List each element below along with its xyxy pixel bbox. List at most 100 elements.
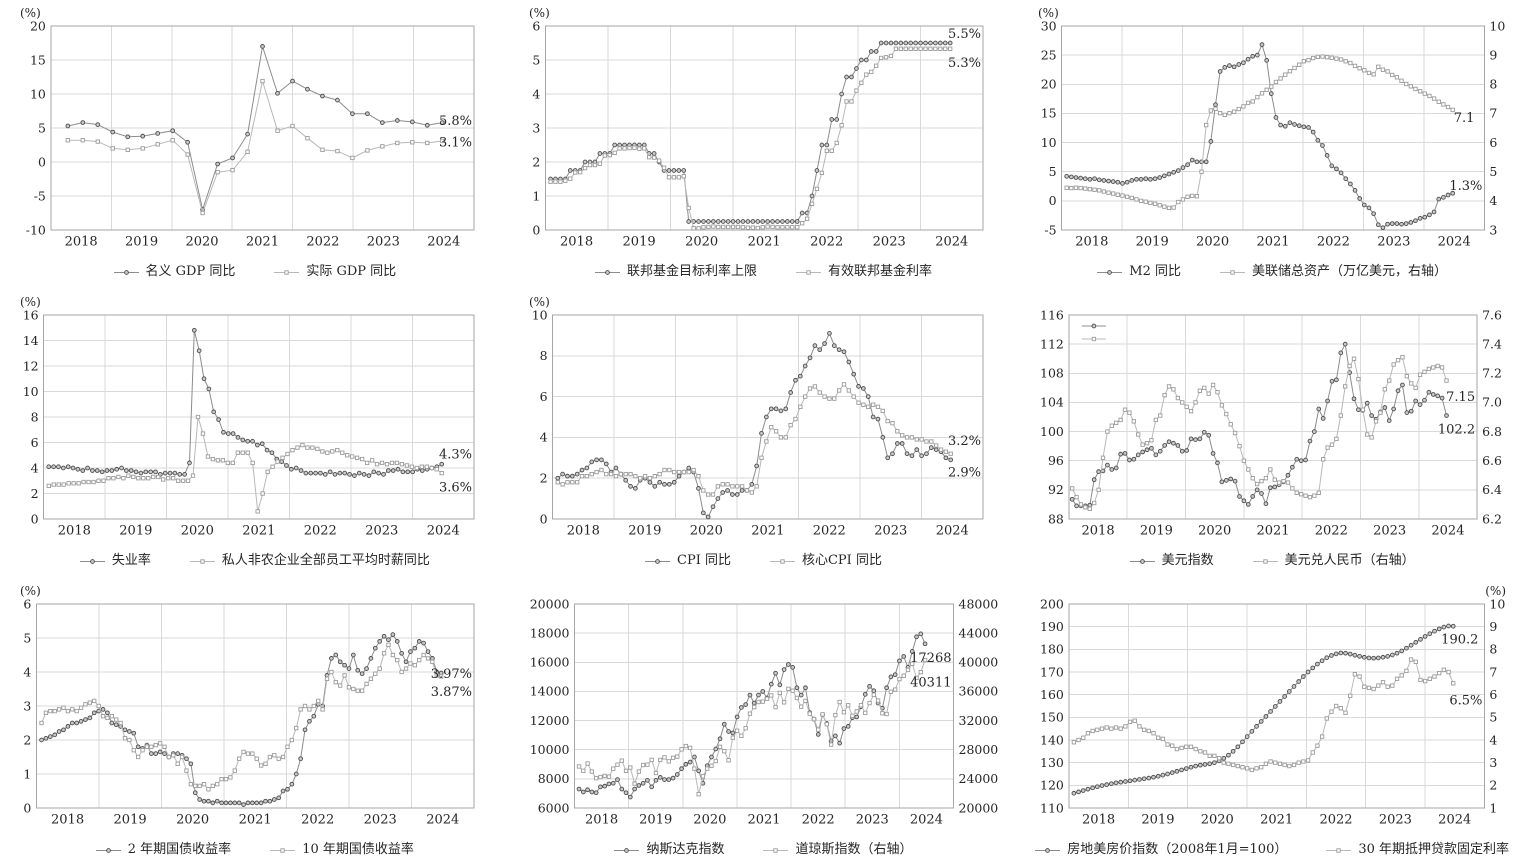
plot-border (43, 314, 475, 520)
svg-text:2019: 2019 (628, 524, 661, 539)
data-point-square (1404, 374, 1409, 379)
data-point-circle (1068, 174, 1074, 180)
data-point-square (716, 224, 721, 230)
data-point-square (1254, 94, 1260, 100)
data-point-square (1109, 423, 1114, 428)
data-point-circle (70, 465, 76, 471)
data-point-circle (861, 386, 866, 391)
data-point-circle (599, 457, 604, 463)
data-point-square (86, 479, 92, 485)
data-point-circle (1352, 188, 1358, 193)
svg-text:8: 8 (31, 409, 39, 424)
data-point-circle (743, 702, 748, 707)
data-point-square (1165, 742, 1170, 747)
svg-text:4: 4 (532, 86, 540, 101)
data-point-circle (1343, 176, 1348, 182)
data-point-square (1175, 199, 1181, 205)
data-point-circle (705, 514, 711, 520)
series-end-annotation: 190.2 (1441, 632, 1478, 647)
data-point-circle (647, 479, 653, 485)
data-point-circle (1108, 781, 1114, 787)
data-point-circle (320, 93, 326, 99)
data-point-circle (657, 479, 662, 485)
data-point-square (686, 205, 691, 211)
data-point-circle (216, 417, 222, 422)
svg-text:16: 16 (23, 307, 39, 322)
data-point-square (1240, 104, 1246, 109)
data-point-circle (1188, 764, 1193, 770)
data-point-square (175, 761, 181, 766)
data-point-circle (192, 327, 197, 333)
data-point-square (637, 146, 642, 151)
data-point-square (1310, 55, 1315, 61)
data-point-square (386, 642, 391, 647)
data-point-circle (52, 732, 58, 738)
data-point-circle (206, 798, 212, 804)
data-point-circle (760, 689, 766, 694)
data-point-square (575, 480, 580, 485)
data-point-square (809, 201, 815, 206)
data-point-square (573, 170, 578, 175)
square-marker-icon (1252, 558, 1278, 564)
data-point-circle (80, 120, 86, 125)
data-point-square (817, 390, 822, 395)
data-point-circle (1250, 53, 1255, 59)
data-point-square (1169, 743, 1175, 748)
data-point-circle (576, 786, 582, 792)
data-point-circle (1184, 162, 1190, 168)
data-point-circle (633, 486, 638, 491)
annotations: 5.5%5.3% (948, 27, 981, 71)
annotations: 190.26.5% (1441, 632, 1482, 708)
data-point-square (1375, 64, 1381, 69)
data-point-circle (390, 632, 396, 637)
data-point-square (216, 458, 221, 463)
data-point-square (1361, 68, 1367, 73)
data-point-square (305, 445, 310, 450)
data-point-circle (48, 734, 54, 739)
svg-text:20: 20 (1040, 77, 1056, 92)
data-point-circle (338, 659, 343, 665)
data-point-circle (380, 120, 386, 125)
data-point-circle (352, 473, 358, 478)
data-point-circle (822, 341, 827, 346)
data-point-circle (1300, 674, 1306, 679)
data-point-circle (272, 797, 277, 802)
data-point-circle (143, 469, 149, 475)
data-point-square (1342, 384, 1348, 389)
svg-text:2021: 2021 (1260, 813, 1293, 828)
data-point-square (1315, 54, 1320, 60)
svg-text:2022: 2022 (301, 813, 334, 828)
data-point-circle (709, 754, 714, 760)
series-line (550, 42, 951, 222)
data-point-square (647, 155, 652, 160)
data-point-circle (923, 40, 928, 46)
data-point-square (1292, 65, 1297, 71)
data-point-circle (395, 639, 400, 644)
svg-text:2023: 2023 (1378, 813, 1411, 828)
data-point-circle (1287, 120, 1292, 126)
svg-text:3: 3 (532, 120, 540, 135)
data-point-circle (735, 219, 741, 224)
data-point-circle (1161, 173, 1167, 179)
data-point-circle (323, 472, 328, 477)
data-point-square (1369, 435, 1374, 440)
data-point-square (1185, 194, 1190, 199)
plot-border (36, 603, 475, 809)
data-point-circle (43, 735, 49, 741)
data-point-square (765, 224, 770, 229)
data-point-square (1352, 63, 1357, 69)
data-point-circle (1244, 734, 1250, 739)
data-point-square (1361, 684, 1367, 689)
data-point-square (1136, 724, 1142, 729)
data-point-circle (824, 142, 830, 148)
data-point-circle (1095, 469, 1101, 474)
data-point-circle (138, 470, 144, 476)
data-point-circle (1356, 654, 1362, 659)
data-point-square (1122, 407, 1127, 412)
data-point-square (864, 72, 869, 77)
data-point-circle (730, 730, 736, 736)
data-point-square (400, 462, 405, 467)
svg-text:2018: 2018 (51, 813, 84, 828)
data-point-circle (1441, 624, 1446, 630)
data-point-circle (1319, 658, 1325, 664)
